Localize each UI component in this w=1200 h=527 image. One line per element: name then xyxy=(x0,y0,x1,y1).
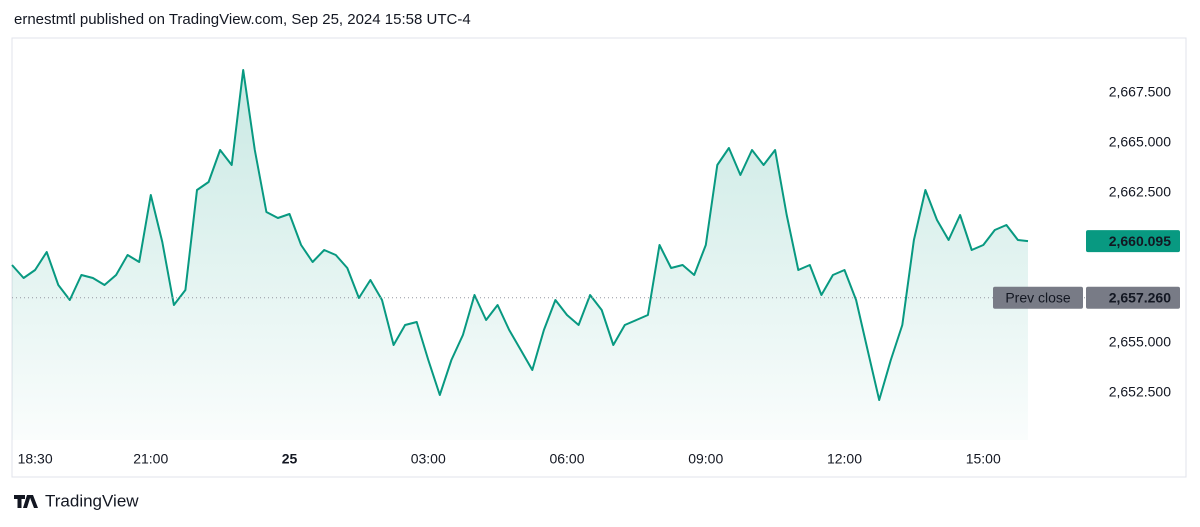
y-tick-label: 2,652.500 xyxy=(1109,384,1171,400)
x-tick-label: 03:00 xyxy=(411,451,446,467)
y-tick-label: 2,662.500 xyxy=(1109,184,1171,200)
y-tick-label: 2,665.000 xyxy=(1109,134,1171,150)
header: ernestmtl published on TradingView.com, … xyxy=(14,11,471,28)
y-tick-label: 2,667.500 xyxy=(1109,84,1171,100)
x-tick-label: 06:00 xyxy=(549,451,584,467)
x-tick-label: 25 xyxy=(282,451,298,467)
prev-close-badge xyxy=(993,286,1083,309)
x-tick-label: 15:00 xyxy=(966,451,1001,467)
logo: TradingView xyxy=(14,491,139,510)
y-tick-label: 2,655.000 xyxy=(1109,334,1171,350)
x-tick-label: 21:00 xyxy=(133,451,168,467)
price-line xyxy=(11,69,1029,401)
plot: 2,652.5002,655.0002,657.5002,660.0002,66… xyxy=(11,69,1180,467)
x-tick-label: 12:00 xyxy=(827,451,862,467)
prev-close-value: 2,657.260 xyxy=(1109,290,1171,306)
prev-close-value-badge xyxy=(1086,286,1180,309)
x-tick-label: 09:00 xyxy=(688,451,723,467)
last-price-badge xyxy=(1086,230,1180,253)
brand: TradingView xyxy=(45,491,139,510)
last-price-label: 2,660.095 xyxy=(1109,233,1171,249)
chart-frame xyxy=(11,37,1187,478)
area xyxy=(12,70,1028,440)
prev-close-label: Prev close xyxy=(1005,290,1071,306)
x-tick-label: 18:30 xyxy=(18,451,53,467)
